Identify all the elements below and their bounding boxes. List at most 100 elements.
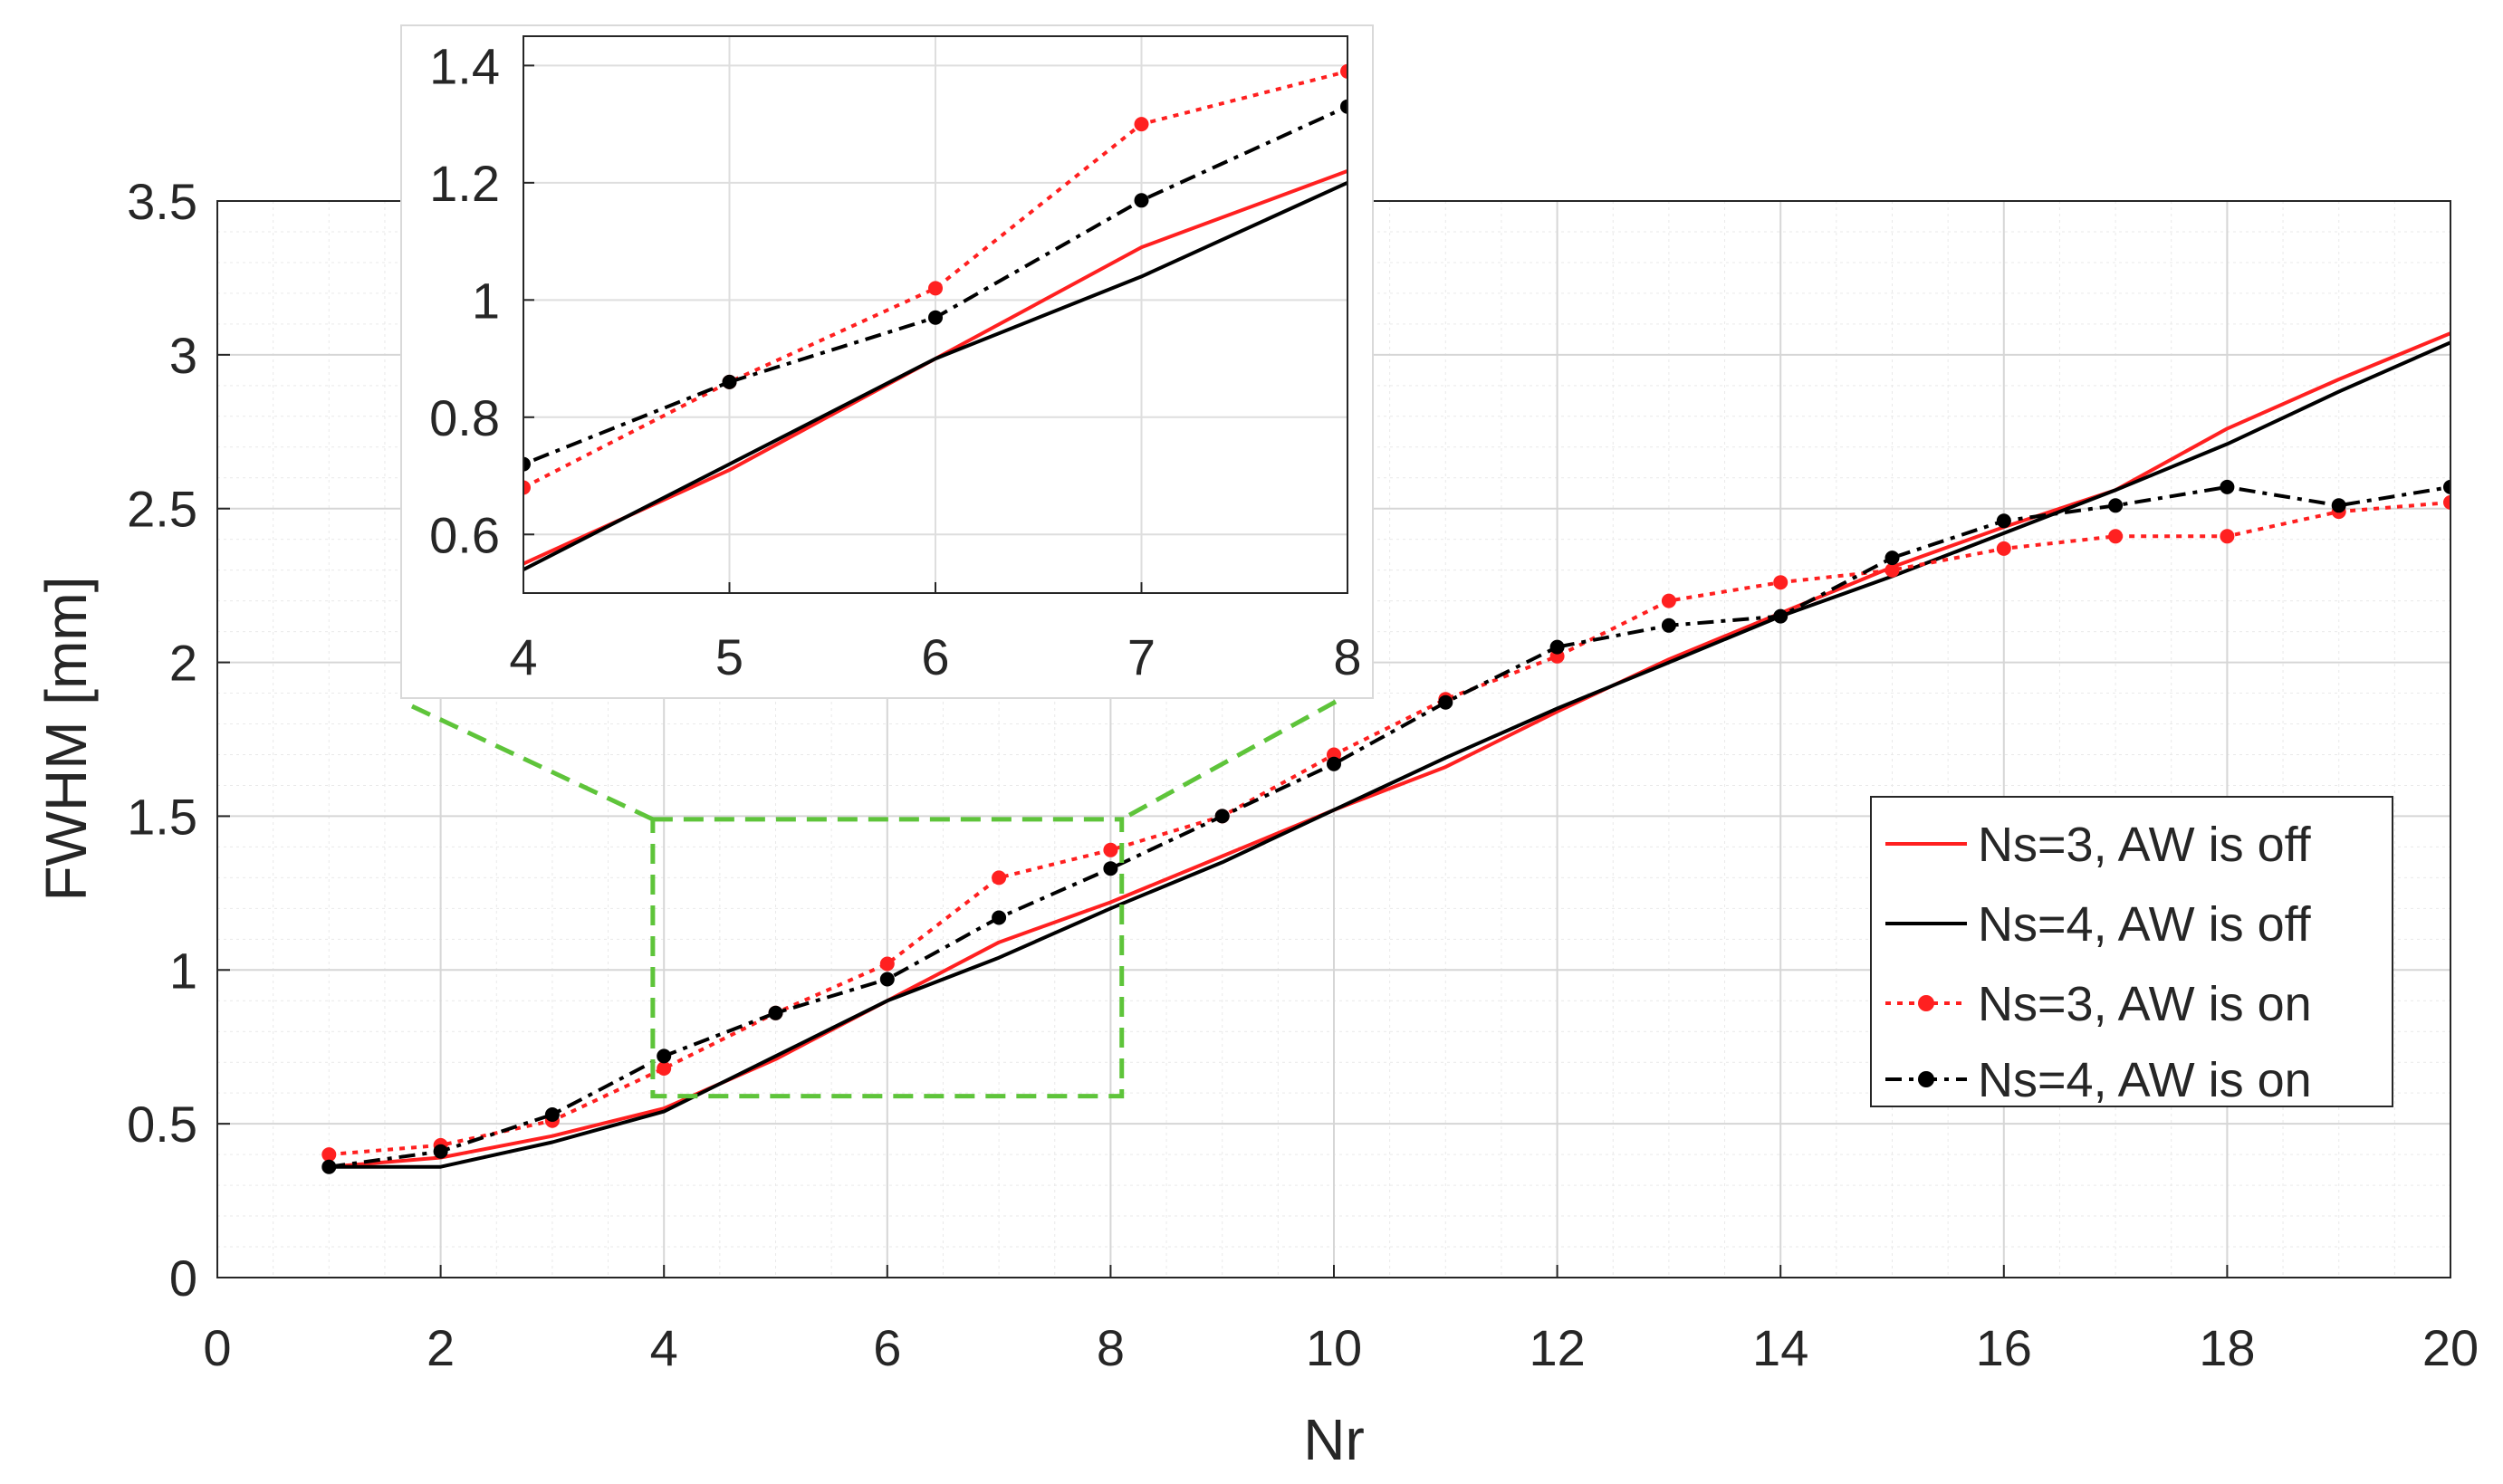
inset-x-tick-labels: 4 5 6 7 8 — [509, 628, 1361, 685]
series-4-point — [2443, 479, 2450, 494]
y-tick-label: 3 — [169, 327, 197, 384]
series-4-point — [2108, 498, 2124, 513]
x-tick-label: 14 — [1752, 1319, 1808, 1376]
inset-y-tick-label: 0.6 — [429, 506, 500, 563]
series-3-point — [1996, 541, 2011, 556]
inset-series-4-point — [1134, 193, 1149, 208]
series-line-2 — [329, 340, 2450, 1169]
inset-series-4-point — [1547, 0, 1561, 14]
series-4-point — [1996, 513, 2011, 529]
y-tick-label: 0 — [169, 1249, 197, 1307]
series-3-point — [2108, 529, 2124, 544]
inset-series-3-point — [1134, 117, 1149, 132]
inset-x-tick-label: 6 — [921, 628, 949, 685]
x-tick-label: 4 — [650, 1319, 678, 1376]
series-4-point — [1884, 551, 1900, 566]
legend-label-2: Ns=4, AW is off — [1978, 897, 2312, 952]
inset-background — [400, 24, 1374, 699]
x-tick-label: 10 — [1306, 1319, 1362, 1376]
legend-label-1: Ns=3, AW is off — [1978, 818, 2312, 872]
y-tick-label: 1.5 — [127, 788, 197, 845]
legend-label-4: Ns=4, AW is on — [1978, 1053, 2312, 1107]
series-4-point — [1438, 694, 1453, 710]
zoom-connector-left — [410, 704, 654, 822]
series-4-point — [768, 1005, 783, 1020]
inset-series-4-point — [523, 456, 531, 472]
legend-box — [1870, 796, 2393, 1107]
inset-series-4-point — [928, 310, 943, 325]
inset-series-4-point — [722, 374, 737, 389]
y-tick-label: 3.5 — [127, 173, 197, 230]
inset-x-tick-label: 8 — [1333, 628, 1361, 685]
inset-y-tick-label: 1 — [472, 272, 500, 329]
x-tick-label: 16 — [1976, 1319, 2032, 1376]
y-tick-labels: 0 0.5 1 1.5 2 2.5 3 3.5 — [127, 173, 197, 1307]
series-4-point — [433, 1144, 448, 1159]
legend: Ns=3, AW is off Ns=4, AW is off Ns=3, AW i… — [1870, 796, 2393, 1107]
inset-x-tick-label: 7 — [1127, 628, 1156, 685]
y-tick-label: 1 — [169, 942, 197, 999]
series-4-point — [992, 910, 1007, 925]
inset-series-line-2 — [523, 180, 1347, 572]
x-tick-label: 20 — [2422, 1319, 2479, 1376]
inset-y-tick-label: 0.8 — [429, 389, 500, 446]
x-tick-label: 0 — [203, 1319, 231, 1376]
series-4-point — [1661, 618, 1676, 633]
series-4-point — [1214, 809, 1230, 824]
tick-marks — [216, 200, 2451, 1278]
legend-marker-3 — [1918, 995, 1934, 1011]
inset-series-group — [104, 0, 1561, 653]
inset-x-tick-label: 4 — [509, 628, 537, 685]
inset-series-line-3 — [523, 69, 1347, 490]
series-3-point — [879, 956, 895, 972]
series-3-point — [657, 1061, 672, 1076]
x-tick-label: 12 — [1529, 1319, 1585, 1376]
series-4-point — [2331, 498, 2346, 513]
series-4-point — [1103, 861, 1118, 876]
series-4-point — [879, 972, 895, 987]
series-3-point — [1661, 593, 1676, 608]
legend-label-3: Ns=3, AW is on — [1978, 977, 2312, 1031]
x-tick-labels: 0 2 4 6 8 10 12 14 16 18 20 — [203, 1319, 2479, 1376]
series-3-point — [1884, 562, 1900, 578]
zoom-indicator — [410, 699, 1338, 1099]
y-axis-title: FWHM [mm] — [34, 577, 99, 902]
legend-marker-4 — [1918, 1071, 1934, 1087]
series-4-point — [321, 1159, 337, 1174]
x-tick-label: 6 — [873, 1319, 901, 1376]
inset-y-tick-label: 1.4 — [429, 37, 500, 94]
y-tick-label: 2 — [169, 635, 197, 692]
series-3-point — [1103, 842, 1118, 857]
x-tick-label: 8 — [1097, 1319, 1125, 1376]
inset-y-tick-label: 1.2 — [429, 155, 500, 212]
x-tick-label: 18 — [2199, 1319, 2255, 1376]
inset-x-tick-label: 5 — [715, 628, 743, 685]
series-3-point — [1773, 575, 1789, 590]
series-3-point — [2220, 529, 2235, 544]
zoom-rectangle — [650, 817, 1125, 1099]
series-3-point — [2443, 494, 2450, 510]
inset-series-3-point — [1340, 63, 1347, 79]
series-line-3 — [329, 500, 2450, 1157]
series-4-point — [544, 1107, 560, 1122]
inset-series-4-point — [1340, 99, 1347, 114]
zoom-connector-right — [1120, 699, 1338, 822]
series-4-point — [1327, 756, 1341, 771]
y-tick-label: 2.5 — [127, 481, 197, 538]
series-3-point — [992, 870, 1007, 886]
inset-series-4-point — [104, 638, 119, 653]
x-axis-title: Nr — [1303, 1407, 1365, 1472]
inset-series-3-point — [523, 480, 531, 495]
series-4-point — [657, 1048, 672, 1064]
series-4-point — [2220, 479, 2235, 494]
series-4-point — [1773, 608, 1789, 624]
inset-series-3-point — [104, 627, 119, 641]
inset-series-line-1 — [523, 168, 1347, 566]
y-tick-label: 0.5 — [127, 1096, 197, 1153]
inset-tick-marks — [523, 64, 1348, 593]
series-3-point — [321, 1147, 337, 1163]
x-tick-label: 2 — [427, 1319, 455, 1376]
inset-series-3-point — [928, 281, 943, 296]
inset-series-3-point — [1547, 0, 1561, 14]
